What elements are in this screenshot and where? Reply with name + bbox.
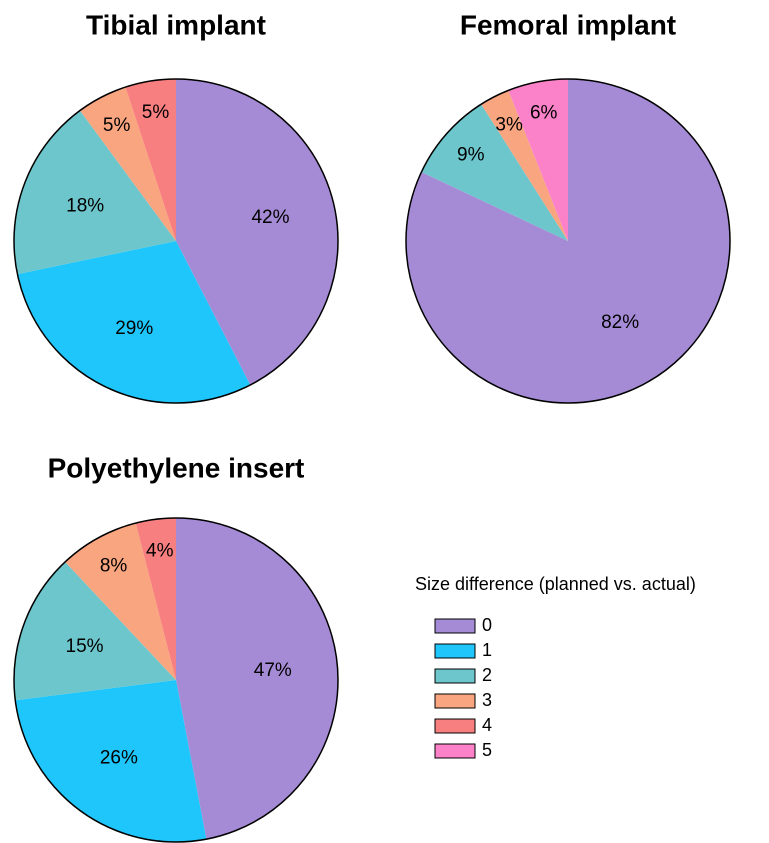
- data-label: 29%: [115, 318, 153, 339]
- pie-slice: [176, 518, 338, 840]
- pie-slice: [176, 79, 338, 385]
- data-label: 6%: [530, 103, 558, 124]
- pie-outline: [13, 517, 339, 843]
- data-label: 15%: [66, 636, 104, 657]
- pie-slice: [17, 241, 251, 403]
- chart-title: Polyethylene insert: [48, 452, 305, 483]
- data-label: 3%: [495, 115, 523, 136]
- pie-slice: [135, 518, 176, 680]
- data-label: 42%: [251, 207, 289, 228]
- chart-title: Tibial implant: [86, 9, 266, 40]
- data-label: 9%: [457, 144, 485, 165]
- pie-slice: [79, 87, 176, 242]
- data-label: 8%: [100, 555, 128, 576]
- legend-label: 5: [482, 740, 492, 760]
- pie-slice: [481, 90, 568, 241]
- pie-slice: [65, 523, 176, 680]
- legend-swatch: [434, 693, 476, 709]
- pie-slice: [14, 561, 177, 701]
- data-label: 18%: [66, 195, 104, 216]
- legend-label: 4: [482, 715, 492, 735]
- legend-swatch: [434, 668, 476, 684]
- pie-slice: [421, 104, 568, 242]
- pie-outline: [13, 78, 339, 404]
- legend-swatch: [434, 643, 476, 659]
- data-label: 5%: [142, 102, 170, 123]
- legend-swatch: [434, 718, 476, 734]
- data-label: 26%: [100, 748, 138, 769]
- pie-slice: [15, 680, 207, 842]
- legend-title: Size difference (planned vs. actual): [415, 574, 696, 594]
- data-label: 82%: [601, 312, 639, 333]
- legend-swatch: [434, 618, 476, 634]
- legend-label: 0: [482, 615, 492, 635]
- pie-slice: [13, 110, 177, 275]
- legend-label: 1: [482, 640, 492, 660]
- legend-swatch: [434, 743, 476, 759]
- pie-outline: [405, 78, 731, 404]
- pie-slice: [508, 79, 568, 241]
- data-label: 5%: [103, 115, 131, 136]
- legend-label: 3: [482, 690, 492, 710]
- chart-title: Femoral implant: [460, 9, 676, 40]
- pie-slice: [125, 79, 176, 241]
- data-label: 4%: [146, 540, 174, 561]
- data-label: 47%: [254, 660, 292, 681]
- legend-label: 2: [482, 665, 492, 685]
